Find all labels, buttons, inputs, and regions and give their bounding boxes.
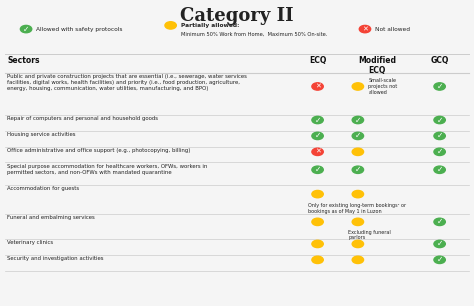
Text: ✓: ✓ [437,115,443,125]
Text: GCQ: GCQ [430,56,449,65]
Circle shape [312,166,323,174]
Text: Housing service activities: Housing service activities [7,132,76,137]
Circle shape [312,116,323,124]
Text: Office administrative and office support (e.g., photocopying, billing): Office administrative and office support… [7,148,191,153]
Circle shape [352,256,364,263]
Circle shape [352,240,364,248]
Circle shape [312,190,323,198]
Text: Small-scale
projects not
allowed: Small-scale projects not allowed [368,78,398,95]
Circle shape [434,132,445,140]
Text: ✕: ✕ [362,26,368,32]
Text: Special purpose accommodation for healthcare workers, OFWs, workers in
permitted: Special purpose accommodation for health… [7,164,208,175]
Circle shape [352,83,364,90]
Text: Public and private construction projects that are essential (i.e., sewerage, wat: Public and private construction projects… [7,74,247,91]
Text: ECQ: ECQ [309,56,326,65]
Circle shape [352,218,364,226]
Circle shape [434,116,445,124]
Text: ✕: ✕ [315,149,320,155]
Text: ✓: ✓ [314,131,321,140]
Circle shape [352,148,364,155]
Text: Accommodation for guests: Accommodation for guests [7,186,79,191]
Text: Partially allowed:: Partially allowed: [181,23,239,28]
Text: ✓: ✓ [437,82,443,91]
Text: Category II: Category II [180,7,294,25]
Circle shape [352,116,364,124]
Circle shape [312,83,323,90]
Circle shape [352,190,364,198]
Text: ✓: ✓ [23,24,29,34]
Circle shape [312,256,323,263]
Text: Minimum 50% Work from Home,  Maximum 50% On-site.: Minimum 50% Work from Home, Maximum 50% … [181,32,328,37]
Text: Not allowed: Not allowed [375,27,410,32]
Circle shape [165,22,176,29]
Circle shape [312,218,323,226]
Circle shape [352,132,364,140]
Text: Sectors: Sectors [7,56,40,65]
Circle shape [434,218,445,226]
Text: ✓: ✓ [355,115,361,125]
Text: Repair of computers and personal and household goods: Repair of computers and personal and hou… [7,116,158,121]
Text: ✓: ✓ [355,131,361,140]
Text: Allowed with safety protocols: Allowed with safety protocols [36,27,123,32]
Text: ✓: ✓ [355,165,361,174]
Circle shape [434,256,445,263]
Text: Excluding funeral
parlors: Excluding funeral parlors [348,230,391,240]
Circle shape [434,83,445,90]
Circle shape [434,240,445,248]
Text: ✓: ✓ [437,165,443,174]
Circle shape [312,132,323,140]
Circle shape [20,25,32,33]
Circle shape [359,25,371,33]
Circle shape [434,148,445,155]
Circle shape [312,148,323,155]
Text: Veterinary clinics: Veterinary clinics [7,240,53,245]
Circle shape [434,166,445,174]
Text: ✓: ✓ [437,239,443,248]
Text: ✓: ✓ [437,217,443,226]
Text: ✕: ✕ [315,84,320,89]
Text: Modified
ECQ: Modified ECQ [358,56,396,75]
Circle shape [312,240,323,248]
Text: ✓: ✓ [437,131,443,140]
Text: ✓: ✓ [437,255,443,264]
Text: ✓: ✓ [314,165,321,174]
Text: ✓: ✓ [314,115,321,125]
Text: Funeral and embalming services: Funeral and embalming services [7,215,95,220]
Circle shape [352,166,364,174]
Text: Security and investigation activities: Security and investigation activities [7,256,104,261]
Text: ✓: ✓ [437,147,443,156]
Text: Only for existing long-term bookings¹ or
bookings as of May 1 in Luzon: Only for existing long-term bookings¹ or… [308,203,406,214]
